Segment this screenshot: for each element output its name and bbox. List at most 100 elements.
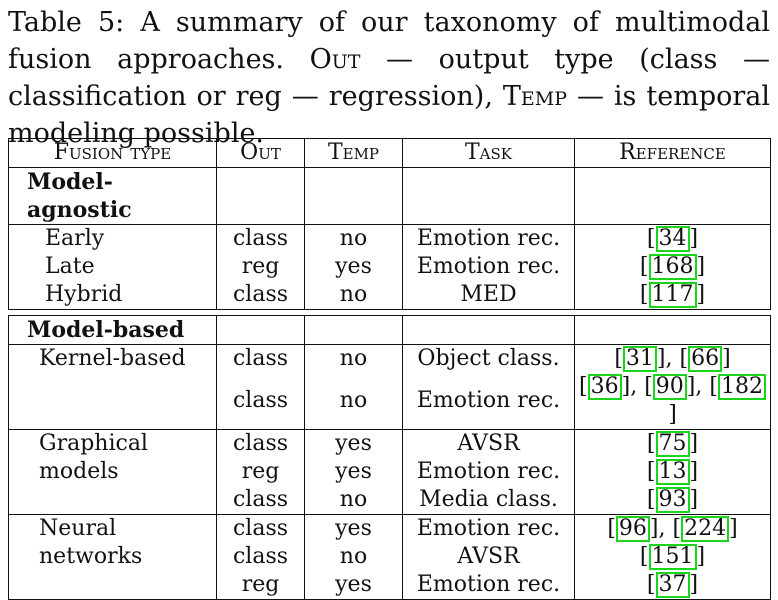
reference-cell: [31], [66] bbox=[574, 344, 771, 373]
header-fusion-type: Fusion type bbox=[8, 138, 217, 168]
caption-temp-label: Temp bbox=[502, 81, 567, 112]
out-cell: class bbox=[216, 224, 305, 253]
temp-cell: yes bbox=[304, 429, 403, 458]
task-cell: Emotion rec. bbox=[402, 514, 575, 543]
caption-out-text: — output type (class — classification or… bbox=[8, 44, 770, 112]
fusion-type-cell: Kernel-based bbox=[8, 344, 217, 373]
fusion-type-cell: models bbox=[8, 458, 217, 486]
empty-cell bbox=[304, 315, 403, 345]
citation-link: 75 bbox=[655, 431, 690, 457]
table-caption: Table 5: A summary of our taxonomy of mu… bbox=[8, 4, 770, 152]
reference-cell: [75] bbox=[574, 429, 771, 458]
header-out: Out bbox=[216, 138, 305, 168]
table-row: models reg yes Emotion rec.[13] bbox=[8, 458, 771, 486]
task-cell: Object class. bbox=[402, 344, 575, 373]
fusion-type-cell: Hybrid bbox=[8, 281, 217, 310]
temp-cell: yes bbox=[304, 253, 403, 281]
citation-link: 151 bbox=[648, 544, 697, 570]
temp-cell: yes bbox=[304, 458, 403, 486]
out-cell: reg bbox=[216, 253, 305, 281]
fusion-type-cell bbox=[8, 486, 217, 515]
task-cell: AVSR bbox=[402, 543, 575, 571]
fusion-type-cell: Graphical bbox=[8, 429, 217, 458]
task-cell: Emotion rec. bbox=[402, 571, 575, 600]
out-cell: class bbox=[216, 373, 305, 430]
header-reference: Reference bbox=[574, 138, 771, 168]
reference-cell: [13] bbox=[574, 458, 771, 486]
empty-cell bbox=[574, 167, 771, 225]
caption-out-label: Out bbox=[309, 44, 361, 75]
reference-cell: [34] bbox=[574, 224, 771, 253]
citation-link: 96 bbox=[615, 516, 650, 542]
citation-link: 36 bbox=[587, 374, 622, 400]
empty-cell bbox=[216, 167, 305, 225]
citation-link: 224 bbox=[681, 516, 730, 542]
empty-cell bbox=[402, 167, 575, 225]
temp-cell: yes bbox=[304, 514, 403, 543]
citation-link: 31 bbox=[622, 346, 657, 372]
out-cell: class bbox=[216, 486, 305, 515]
fusion-type-cell: networks bbox=[8, 543, 217, 571]
section-title: Model-agnostic bbox=[8, 167, 217, 225]
temp-cell: no bbox=[304, 224, 403, 253]
fusion-type-cell: Late bbox=[8, 253, 217, 281]
temp-cell: no bbox=[304, 486, 403, 515]
empty-cell bbox=[216, 315, 305, 345]
table-row: Early class no Emotion rec.[34] bbox=[8, 224, 771, 253]
temp-cell: no bbox=[304, 543, 403, 571]
table-row: reg yes Emotion rec.[37] bbox=[8, 571, 771, 600]
citation-link: 13 bbox=[655, 459, 690, 485]
fusion-type-cell: Early bbox=[8, 224, 217, 253]
header-task: Task bbox=[402, 138, 575, 168]
empty-cell bbox=[574, 315, 771, 345]
task-cell: Emotion rec. bbox=[402, 253, 575, 281]
table-body: Model-agnostic Early class no Emotion rec.[3… bbox=[8, 167, 771, 600]
citation-link: 117 bbox=[648, 282, 697, 308]
section-title: Model-based bbox=[8, 315, 217, 345]
citation-link: 182 bbox=[717, 374, 766, 400]
reference-cell: [36], [90], [182] bbox=[574, 373, 771, 430]
citation-link: 66 bbox=[688, 346, 723, 372]
citation-link: 37 bbox=[655, 572, 690, 598]
fusion-type-cell: Neural bbox=[8, 514, 217, 543]
out-cell: class bbox=[216, 543, 305, 571]
task-cell: Emotion rec. bbox=[402, 373, 575, 430]
section-row: Model-based bbox=[8, 315, 771, 345]
taxonomy-table: Fusion type Out Temp Task Reference Mode… bbox=[8, 138, 771, 600]
reference-cell: [117] bbox=[574, 281, 771, 310]
table-row: Hybrid class no MED[117] bbox=[8, 281, 771, 310]
citation-link: 34 bbox=[655, 226, 690, 252]
temp-cell: yes bbox=[304, 571, 403, 600]
task-cell: Emotion rec. bbox=[402, 224, 575, 253]
out-cell: class bbox=[216, 514, 305, 543]
task-cell: AVSR bbox=[402, 429, 575, 458]
task-cell: Emotion rec. bbox=[402, 458, 575, 486]
caption-temp-text: — is temporal modeling possible. bbox=[8, 81, 770, 149]
reference-cell: [37] bbox=[574, 571, 771, 600]
out-cell: reg bbox=[216, 458, 305, 486]
out-cell: class bbox=[216, 429, 305, 458]
fusion-type-cell bbox=[8, 373, 217, 430]
citation-link: 93 bbox=[655, 487, 690, 513]
task-cell: Media class. bbox=[402, 486, 575, 515]
table-row: class no Media class.[93] bbox=[8, 486, 771, 515]
reference-cell: [93] bbox=[574, 486, 771, 515]
temp-cell: no bbox=[304, 344, 403, 373]
out-cell: class bbox=[216, 344, 305, 373]
out-cell: class bbox=[216, 281, 305, 310]
table-row: networks class no AVSR[151] bbox=[8, 543, 771, 571]
citation-link: 168 bbox=[648, 254, 697, 280]
empty-cell bbox=[304, 167, 403, 225]
table-header-row: Fusion type Out Temp Task Reference bbox=[8, 138, 771, 168]
empty-cell bbox=[402, 315, 575, 345]
section-row: Model-agnostic bbox=[8, 167, 771, 225]
reference-cell: [96], [224] bbox=[574, 514, 771, 543]
temp-cell: no bbox=[304, 281, 403, 310]
table-row: Late reg yes Emotion rec.[168] bbox=[8, 253, 771, 281]
reference-cell: [151] bbox=[574, 543, 771, 571]
task-cell: MED bbox=[402, 281, 575, 310]
caption-prefix: Table 5: A summary of our taxonomy of mu… bbox=[8, 7, 770, 75]
fusion-type-cell bbox=[8, 571, 217, 600]
table-row: Kernel-based class no Object class.[31], [6… bbox=[8, 344, 771, 373]
out-cell: reg bbox=[216, 571, 305, 600]
